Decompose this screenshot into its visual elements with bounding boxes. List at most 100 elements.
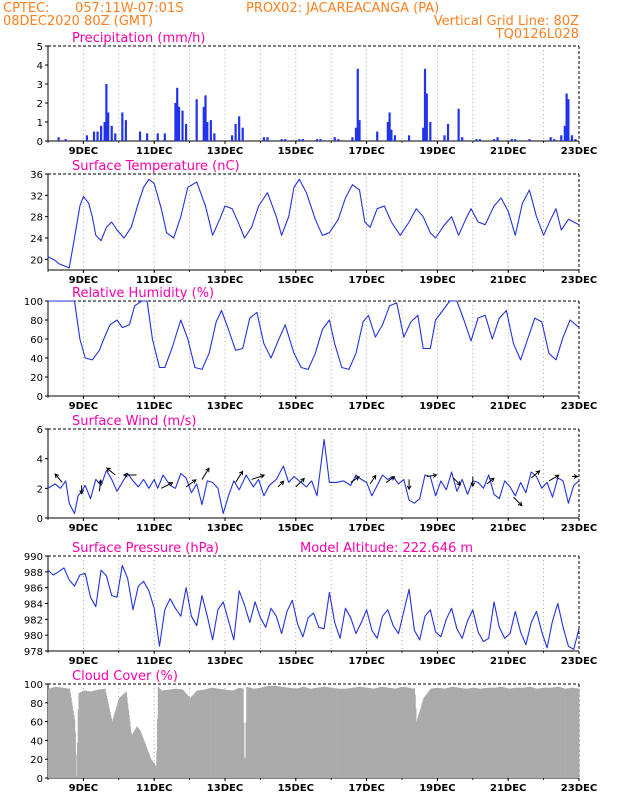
cloud-bar <box>125 691 127 778</box>
cloud-bar <box>273 685 275 778</box>
cloud-bar <box>311 688 313 778</box>
cloud-bar <box>184 692 186 778</box>
cloud-bar <box>446 688 448 778</box>
cloud-bar <box>573 687 575 778</box>
cloud-bar <box>301 687 303 778</box>
cloud-bar <box>200 690 202 778</box>
cloud-bar <box>525 687 527 778</box>
cloud-bar <box>286 687 288 778</box>
cloud-bar <box>575 688 577 778</box>
precip-bar <box>563 125 566 141</box>
cloud-bar <box>484 688 486 778</box>
cloud-bar <box>75 754 77 778</box>
cloud-bar <box>486 687 488 778</box>
cloud-bar <box>188 697 190 778</box>
cloud-bar <box>385 687 387 778</box>
panel-precip: 0 1 2 3 4 5 9DEC 11DEC 13DEC 15DEC 17DEC 19DEC 21DEC… <box>37 31 598 157</box>
cloud-bar <box>192 695 194 778</box>
cloud-bar <box>376 687 378 778</box>
cloud-bar <box>253 688 255 778</box>
cloud-bar <box>504 687 506 778</box>
cloud-bar <box>317 687 319 778</box>
cloud-bar <box>355 687 357 778</box>
y-tick-label: 2 <box>37 484 43 495</box>
cloud-bar <box>181 689 183 778</box>
cloud-bar <box>433 688 435 778</box>
cloud-bar <box>455 687 457 778</box>
cloud-bar <box>136 726 138 778</box>
cloud-bar <box>242 688 244 778</box>
cloud-bar <box>241 688 243 778</box>
wind-vector-head <box>300 477 305 483</box>
cloud-bar <box>77 743 79 778</box>
precip-bar <box>230 135 234 141</box>
precip-bar <box>560 135 563 141</box>
cloud-bar <box>373 688 375 778</box>
precip-bar <box>103 122 106 141</box>
cloud-bar <box>433 688 435 778</box>
x-tick-label: 17DEC <box>348 523 384 534</box>
cloud-bar <box>431 688 433 778</box>
panel-temp: 20 24 28 32 36 9DEC 11DEC 13DEC 15DEC 17DEC 19DEC 2… <box>30 159 597 286</box>
precip-bar <box>407 135 411 141</box>
cloud-bar <box>247 687 249 778</box>
x-tick-label: 11DEC <box>136 275 172 286</box>
cloud-bar <box>542 687 544 778</box>
cloud-bar <box>233 690 235 778</box>
cloud-bar <box>552 687 554 778</box>
cloud-bar <box>326 687 328 778</box>
precip-bar <box>195 99 198 141</box>
wind-vector-shaft <box>161 482 173 489</box>
cloud-bar <box>218 688 220 778</box>
cloud-bar <box>557 686 559 778</box>
cloud-bar <box>380 687 382 778</box>
cloud-bar <box>69 693 71 778</box>
cloud-bar <box>308 688 310 778</box>
cloud-bar <box>501 687 503 778</box>
cloud-bar <box>208 688 210 778</box>
precip-bar <box>446 123 450 141</box>
cloud-bar <box>260 687 262 778</box>
cloud-bar <box>415 708 417 778</box>
cloud-bar <box>566 688 568 778</box>
cloud-bar <box>410 688 412 778</box>
x-tick-label: 21DEC <box>490 783 526 794</box>
cloud-bar <box>235 689 237 778</box>
cloud-bar <box>127 703 129 778</box>
cloud-bar <box>263 687 265 778</box>
y-tick-label: 982 <box>24 615 43 626</box>
wind-vector <box>251 474 266 480</box>
cloud-bar <box>202 689 204 778</box>
cloud-bar <box>321 687 323 778</box>
cloud-bar <box>227 689 229 778</box>
cloud-bar <box>120 696 122 778</box>
cloud-bar <box>154 765 156 778</box>
cloud-bar <box>469 688 471 778</box>
cloud-bar <box>180 689 182 778</box>
cloud-bar <box>496 687 498 778</box>
panel-title-rh: Relative Humidity (%) <box>72 286 214 301</box>
cloud-bar <box>145 746 147 778</box>
cloud-bar <box>295 688 297 778</box>
cloud-bar <box>132 733 134 778</box>
cloud-bar <box>322 687 324 778</box>
cloud-bar <box>571 687 573 778</box>
cloud-bar <box>339 688 341 778</box>
cloud-bar <box>447 687 449 778</box>
cloud-bar <box>78 693 80 778</box>
cloud-bar <box>228 690 230 778</box>
cloud-bar <box>491 687 493 778</box>
cloud-bar <box>234 689 236 778</box>
cloud-bar <box>236 688 238 778</box>
precip-bar <box>96 131 99 141</box>
wind-vector-head <box>205 467 210 473</box>
x-tick-label: 19DEC <box>419 401 455 412</box>
cloud-bar <box>383 687 385 778</box>
cloud-bar <box>94 690 96 778</box>
y-tick-label: 990 <box>24 552 43 563</box>
cloud-bar <box>262 687 264 778</box>
cloud-bar <box>101 689 103 778</box>
cloud-bar <box>116 705 118 778</box>
cloud-bar <box>343 688 345 778</box>
cloud-bar <box>407 687 409 778</box>
